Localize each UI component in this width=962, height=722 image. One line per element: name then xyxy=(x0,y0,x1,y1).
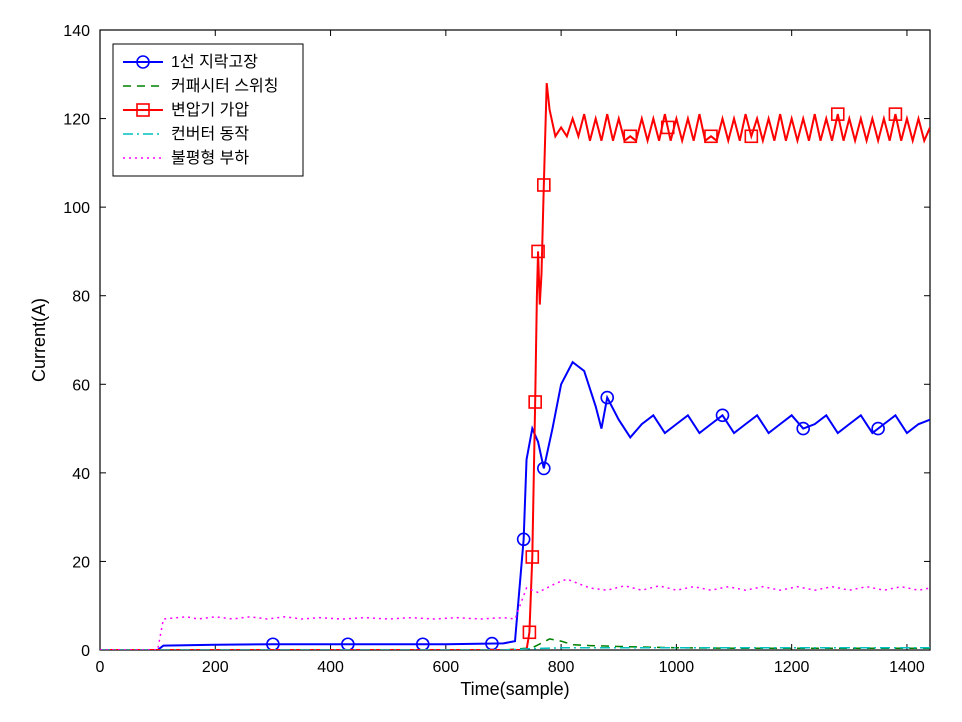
current-time-chart: 0 200 400 600 800 1000 1200 1400 0 20 40 60 80 100 120… xyxy=(0,0,962,722)
series-line-s1 xyxy=(100,362,930,650)
legend-label: 커패시터 스위칭 xyxy=(171,77,279,95)
y-tick-label: 100 xyxy=(63,200,90,217)
x-tick-label: 800 xyxy=(548,659,575,676)
x-tick-label: 600 xyxy=(432,659,459,676)
x-tick-label: 1200 xyxy=(774,659,810,676)
y-tick-label: 120 xyxy=(63,112,90,129)
legend-label: 불평형 부하 xyxy=(171,149,249,167)
y-tick-label: 20 xyxy=(72,554,90,571)
y-axis-label: Current(A) xyxy=(29,298,49,382)
x-tick-label: 1000 xyxy=(659,659,695,676)
legend: 1선 지락고장커패시터 스위칭변압기 가압컨버터 동작불평형 부하 xyxy=(113,44,303,176)
x-tick-label: 1400 xyxy=(889,659,925,676)
legend-label: 변압기 가압 xyxy=(171,101,249,119)
x-tick-label: 200 xyxy=(202,659,229,676)
chart-container: 0 200 400 600 800 1000 1200 1400 0 20 40 60 80 100 120… xyxy=(0,0,962,722)
legend-label: 1선 지락고장 xyxy=(171,53,258,71)
y-tick-label: 0 xyxy=(81,643,90,660)
x-tick-label: 0 xyxy=(96,659,105,676)
x-axis-label: Time(sample) xyxy=(460,679,569,699)
y-tick-label: 140 xyxy=(63,23,90,40)
y-tick-label: 80 xyxy=(72,289,90,306)
y-tick-label: 40 xyxy=(72,466,90,483)
x-tick-label: 400 xyxy=(317,659,344,676)
legend-label: 컨버터 동작 xyxy=(171,125,249,143)
y-tick-label: 60 xyxy=(72,377,90,394)
